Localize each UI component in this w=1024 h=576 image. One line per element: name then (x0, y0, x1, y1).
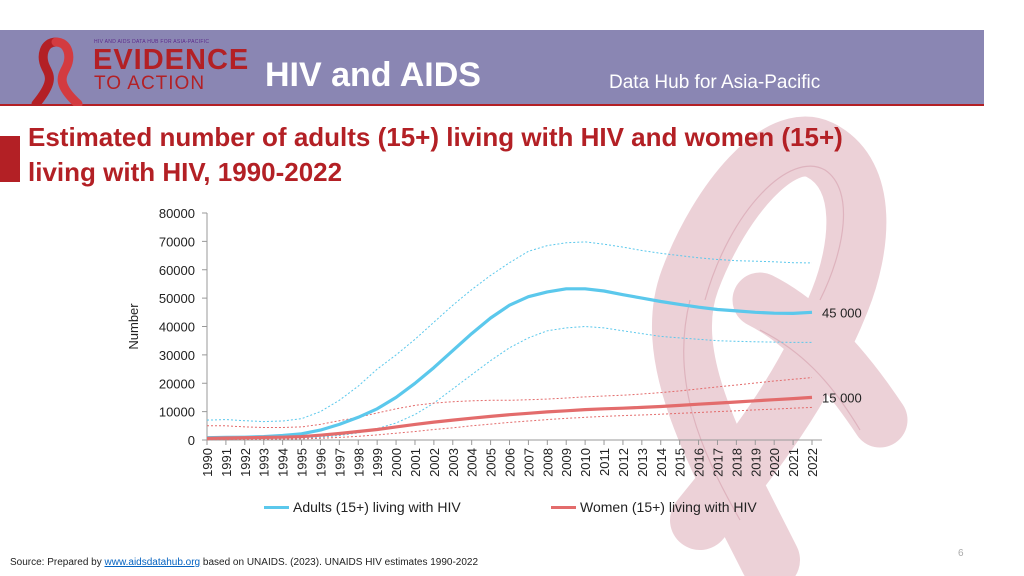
x-tick-label: 2011 (597, 448, 612, 476)
y-tick-label: 70000 (159, 234, 195, 249)
x-tick-label: 1993 (257, 448, 272, 477)
x-tick-label: 2002 (427, 448, 442, 477)
x-tick-label: 2008 (540, 448, 555, 477)
legend-adults: Adults (15+) living with HIV (264, 499, 461, 515)
ribbon-logo-icon (31, 37, 83, 106)
x-tick-label: 1992 (238, 448, 253, 477)
adults-end-label: 45 000 (822, 305, 862, 320)
evidence-to-action-logo: HIV AND AIDS DATA HUB FOR ASIA-PACIFIC E… (16, 34, 250, 106)
y-tick-label: 40000 (159, 320, 195, 335)
logo-word-to-action: TO ACTION (94, 73, 206, 94)
legend-adults-label: Adults (15+) living with HIV (293, 499, 461, 515)
x-tick-label: 2017 (710, 448, 725, 477)
x-tick-label: 2005 (484, 448, 499, 477)
adults-lower-bound (206, 325, 812, 440)
logo-org-name: HIV AND AIDS DATA HUB FOR ASIA-PACIFIC (94, 39, 210, 45)
x-tick-label: 2016 (692, 448, 707, 477)
x-tick-label: 2001 (408, 448, 423, 477)
women-end-label: 15 000 (822, 390, 862, 405)
page-number: 6 (958, 548, 964, 559)
x-tick-label: 1994 (276, 448, 291, 477)
slide-title: Estimated number of adults (15+) living … (28, 122, 843, 187)
y-tick-label: 0 (188, 433, 195, 448)
x-tick-label: 2004 (465, 448, 480, 477)
x-tick-label: 1990 (200, 448, 215, 477)
y-tick-label: 80000 (159, 206, 195, 221)
x-tick-label: 2022 (805, 448, 820, 477)
women-lower-bound (206, 406, 813, 441)
title-accent-bar (0, 136, 20, 182)
women-upper-bound (207, 377, 813, 428)
y-tick-label: 30000 (159, 348, 195, 363)
x-tick-label: 2012 (616, 448, 631, 477)
y-tick-label: 10000 (159, 405, 195, 420)
source-suffix: based on UNAIDS. (2023). UNAIDS HIV esti… (202, 557, 479, 568)
x-tick-label: 2019 (748, 448, 763, 477)
source-link[interactable]: www.aidsdatahub.org (104, 557, 201, 568)
x-tick-label: 1998 (351, 448, 366, 477)
legend-women-swatch (551, 505, 576, 509)
x-tick-label: 2015 (673, 448, 688, 477)
y-axis-title: Number (126, 303, 141, 350)
source-prefix: Source: Prepared by (10, 557, 102, 568)
x-tick-label: 2003 (446, 448, 461, 477)
header-banner (0, 30, 984, 104)
legend-women-label: Women (15+) living with HIV (580, 499, 757, 515)
legend-women: Women (15+) living with HIV (551, 499, 757, 515)
women-series-line (206, 395, 813, 440)
x-tick-label: 2000 (389, 448, 404, 477)
x-tick-label: 1996 (313, 448, 328, 477)
x-tick-label: 2009 (559, 448, 574, 477)
x-tick-label: 1997 (332, 448, 347, 477)
header-subtitle: Data Hub for Asia-Pacific (609, 72, 821, 93)
x-tick-label: 2014 (654, 448, 669, 477)
x-tick-label: 2018 (729, 448, 744, 477)
header-divider (0, 104, 984, 106)
adults-upper-bound (206, 241, 813, 423)
x-tick-label: 1999 (370, 448, 385, 477)
header-title: HIV and AIDS (265, 56, 481, 94)
logo-word-evidence: EVIDENCE (93, 44, 250, 76)
legend-adults-swatch (264, 505, 289, 509)
x-tick-label: 2006 (503, 448, 518, 477)
y-tick-label: 60000 (159, 263, 195, 278)
x-tick-label: 1995 (295, 448, 310, 477)
x-tick-label: 2013 (635, 448, 650, 477)
x-tick-label: 1991 (219, 448, 234, 477)
x-tick-label: 2010 (578, 448, 593, 477)
source-note: Source: Prepared by www.aidsdatahub.org … (10, 557, 478, 568)
x-tick-label: 2021 (786, 448, 801, 477)
x-tick-label: 2007 (521, 448, 536, 477)
y-tick-label: 20000 (159, 376, 195, 391)
y-tick-label: 50000 (159, 291, 195, 306)
x-tick-label: 2020 (767, 448, 782, 477)
